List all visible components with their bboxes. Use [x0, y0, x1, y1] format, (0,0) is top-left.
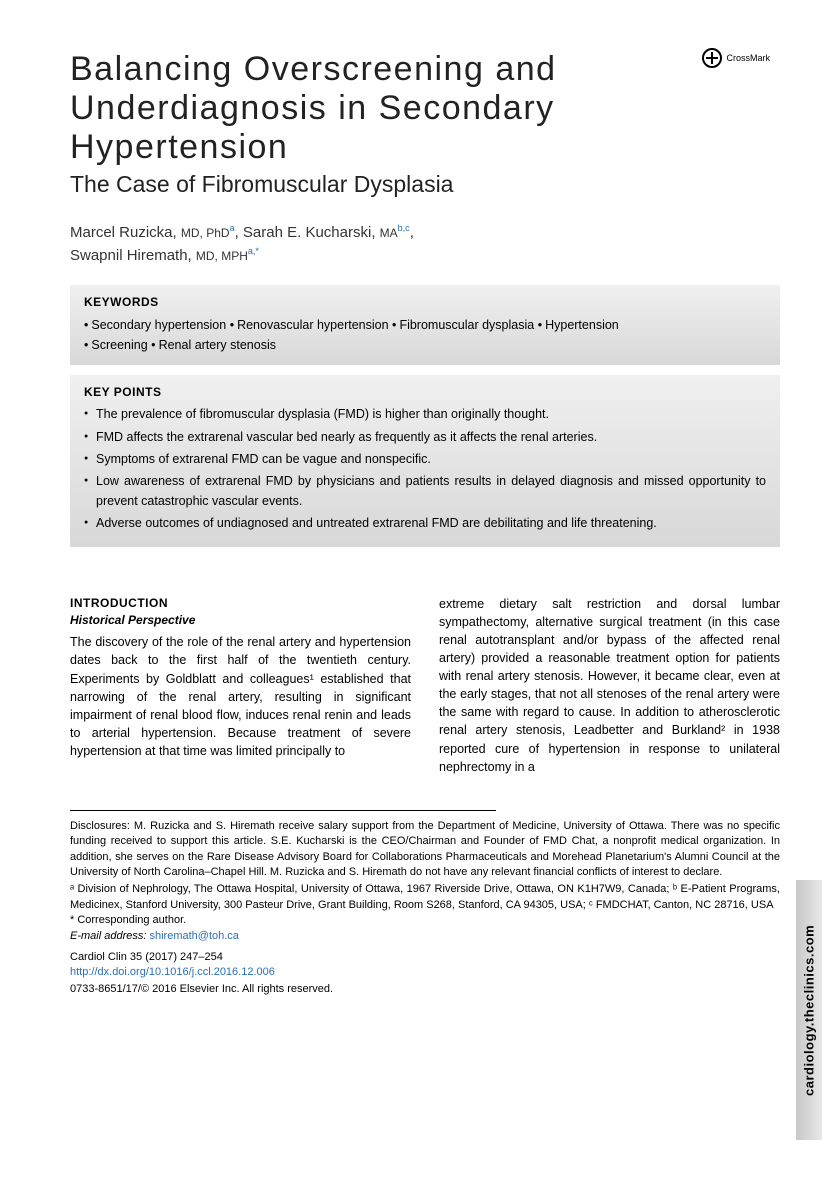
email-line: E-mail address: shiremath@toh.ca [70, 929, 780, 944]
disclosures-block: Disclosures: M. Ruzicka and S. Hiremath … [70, 819, 780, 997]
crossmark-label: CrossMark [726, 53, 770, 63]
keywords-heading: KEYWORDS [84, 295, 766, 309]
crossmark-badge[interactable]: CrossMark [702, 48, 770, 68]
copyright-line: 0733-8651/17/© 2016 Elsevier Inc. All ri… [70, 982, 780, 997]
keywords-list: •Secondary hypertension •Renovascular hy… [84, 315, 766, 355]
side-url-tab[interactable]: cardiology.theclinics.com [796, 880, 822, 1140]
article-title: Balancing Overscreening and Underdiagnos… [70, 50, 630, 167]
column-right: extreme dietary salt restriction and dor… [439, 595, 780, 776]
keypoints-list: The prevalence of fibromuscular dysplasi… [84, 405, 766, 533]
footer-rule [70, 810, 496, 811]
article-subtitle: The Case of Fibromuscular Dysplasia [70, 171, 780, 198]
author: Sarah E. Kucharski, MAb,c [243, 224, 410, 241]
affiliations: ᵃ Division of Nephrology, The Ottawa Hos… [70, 882, 780, 913]
body-text: extreme dietary salt restriction and dor… [439, 595, 780, 776]
journal-citation: Cardiol Clin 35 (2017) 247–254 [70, 950, 780, 965]
column-left: INTRODUCTION Historical Perspective The … [70, 595, 411, 776]
keypoint-item: Adverse outcomes of undiagnosed and untr… [84, 514, 766, 533]
body-text: The discovery of the role of the renal a… [70, 633, 411, 760]
keypoints-heading: KEY POINTS [84, 385, 766, 399]
author: Swapnil Hiremath, MD, MPHa,* [70, 247, 259, 264]
keywords-box: KEYWORDS •Secondary hypertension •Renova… [70, 285, 780, 365]
keypoint-item: Symptoms of extrarenal FMD can be vague … [84, 450, 766, 469]
keypoints-box: KEY POINTS The prevalence of fibromuscul… [70, 375, 780, 546]
crossmark-icon [702, 48, 722, 68]
author: Marcel Ruzicka, MD, PhDa [70, 224, 235, 241]
keypoint-item: Low awareness of extrarenal FMD by physi… [84, 472, 766, 511]
section-heading: INTRODUCTION [70, 595, 411, 612]
doi-link[interactable]: http://dx.doi.org/10.1016/j.ccl.2016.12.… [70, 966, 275, 978]
email-link[interactable]: shiremath@toh.ca [149, 930, 238, 942]
authors-block: Marcel Ruzicka, MD, PhDa, Sarah E. Kucha… [70, 222, 780, 267]
subsection-heading: Historical Perspective [70, 612, 411, 629]
keypoint-item: FMD affects the extrarenal vascular bed … [84, 428, 766, 447]
disclosures-text: Disclosures: M. Ruzicka and S. Hiremath … [70, 819, 780, 881]
keypoint-item: The prevalence of fibromuscular dysplasi… [84, 405, 766, 424]
corresponding-author: * Corresponding author. [70, 913, 780, 928]
body-columns: INTRODUCTION Historical Perspective The … [70, 595, 780, 776]
